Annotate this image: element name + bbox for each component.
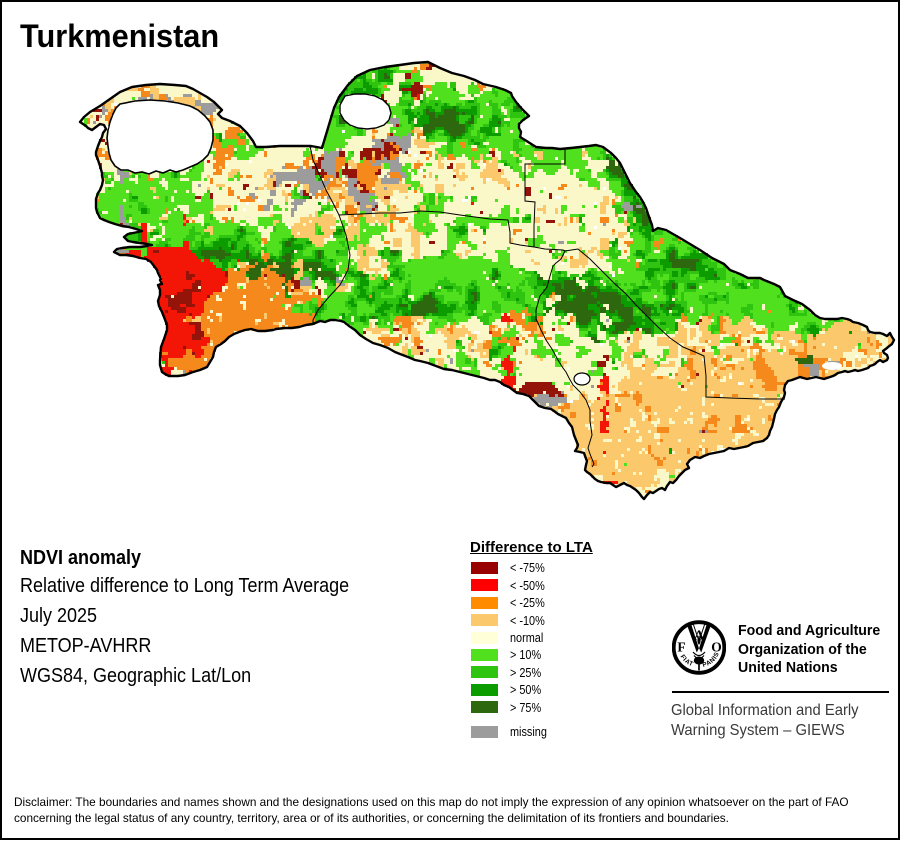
svg-text:O: O xyxy=(711,640,722,655)
svg-text:F: F xyxy=(677,640,685,655)
svg-text:A: A xyxy=(694,629,705,644)
